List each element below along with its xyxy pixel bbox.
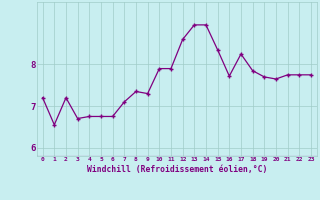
X-axis label: Windchill (Refroidissement éolien,°C): Windchill (Refroidissement éolien,°C)	[87, 165, 267, 174]
